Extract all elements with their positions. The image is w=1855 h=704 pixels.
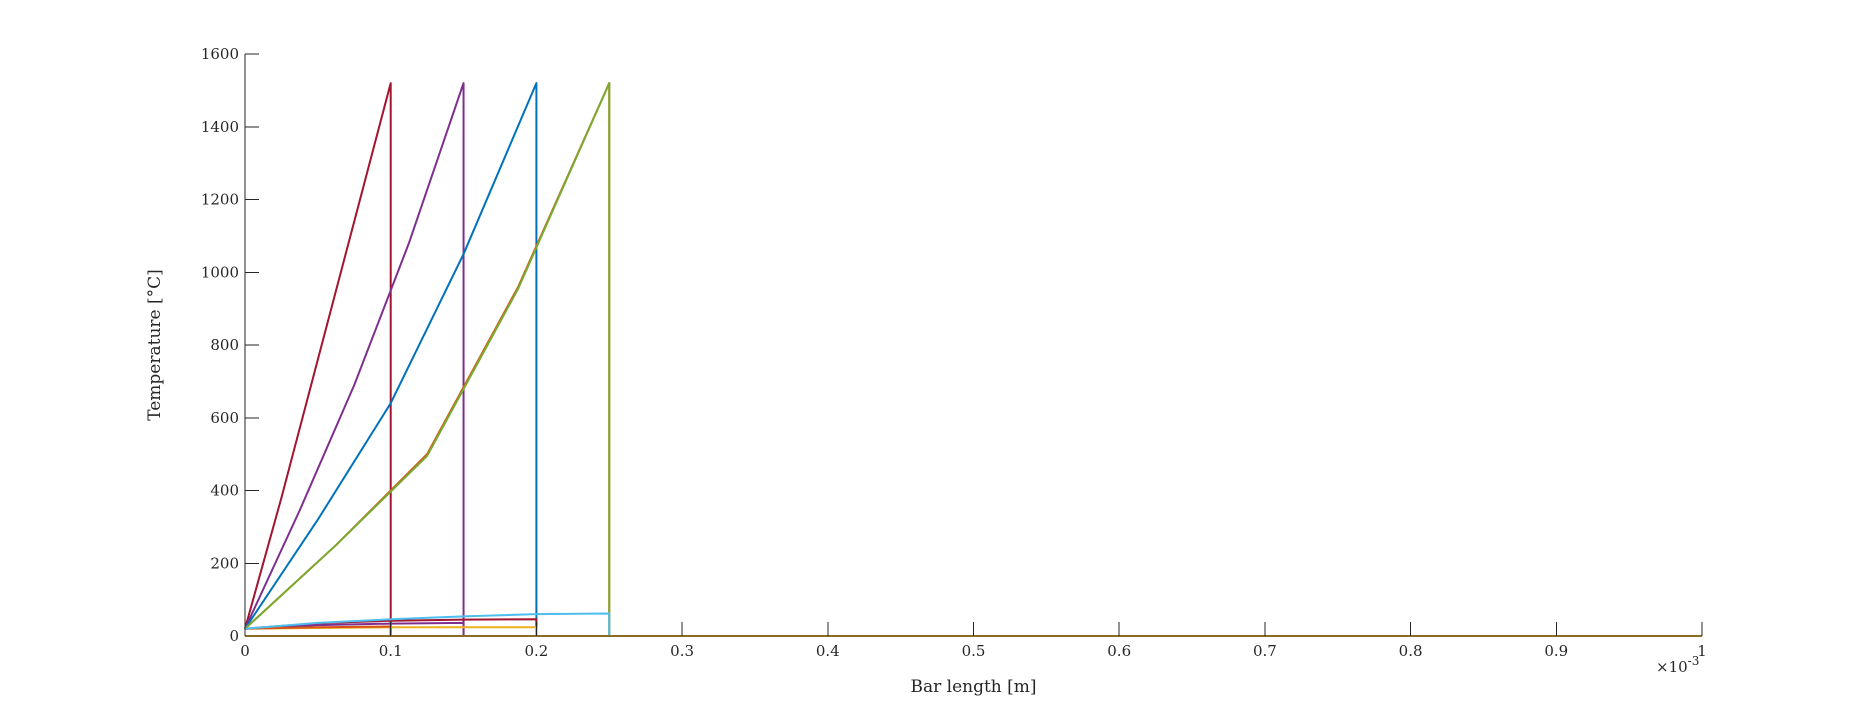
x-tick-label: 1	[1697, 642, 1707, 660]
y-tick-label: 1400	[201, 118, 239, 136]
x-tick-label: 0.2	[524, 642, 548, 660]
y-tick-label: 200	[210, 554, 239, 572]
x-axis-exponent-power: -3	[1688, 654, 1700, 668]
y-tick-label: 1600	[201, 45, 239, 63]
y-tick-label: 800	[210, 336, 239, 354]
y-tick-label: 1200	[201, 191, 239, 209]
y-tick-label: 0	[229, 627, 239, 645]
x-tick-label: 0.8	[1399, 642, 1423, 660]
series-line-7	[244, 621, 465, 636]
x-axis-exponent-base: ×10	[1656, 658, 1688, 676]
y-axis-title: Temperature [°C]	[145, 269, 165, 421]
x-axis-title: Bar length [m]	[910, 677, 1036, 697]
x-tick-label: 0.3	[670, 642, 694, 660]
series-line-2	[244, 82, 1702, 637]
x-axis-exponent: ×10-3	[1656, 654, 1699, 676]
x-tick-label: 0	[240, 642, 250, 660]
y-tick-label: 1000	[201, 263, 239, 281]
y-tick-label: 400	[210, 482, 239, 500]
y-tick-label: 600	[210, 409, 239, 427]
x-tick-label: 0.5	[962, 642, 986, 660]
series-layer	[244, 82, 1702, 637]
x-tick-label: 0.6	[1107, 642, 1131, 660]
x-tick-label: 0.7	[1253, 642, 1277, 660]
y-axis-ticks: 0 200 400 600 800 1000 1200 1400 1600	[201, 45, 259, 645]
x-tick-label: 0.1	[379, 642, 403, 660]
x-tick-label: 0.9	[1544, 642, 1568, 660]
axes: 0 0.1 0.2 0.3 0.4 0.5 0.6 0.7 0.8 0.9 1 0 200 400 600…	[201, 45, 1707, 660]
x-tick-label: 0.4	[816, 642, 840, 660]
series-line-10	[244, 612, 1702, 637]
x-axis-ticks: 0 0.1 0.2 0.3 0.4 0.5 0.6 0.7 0.8 0.9 1	[240, 622, 1707, 660]
